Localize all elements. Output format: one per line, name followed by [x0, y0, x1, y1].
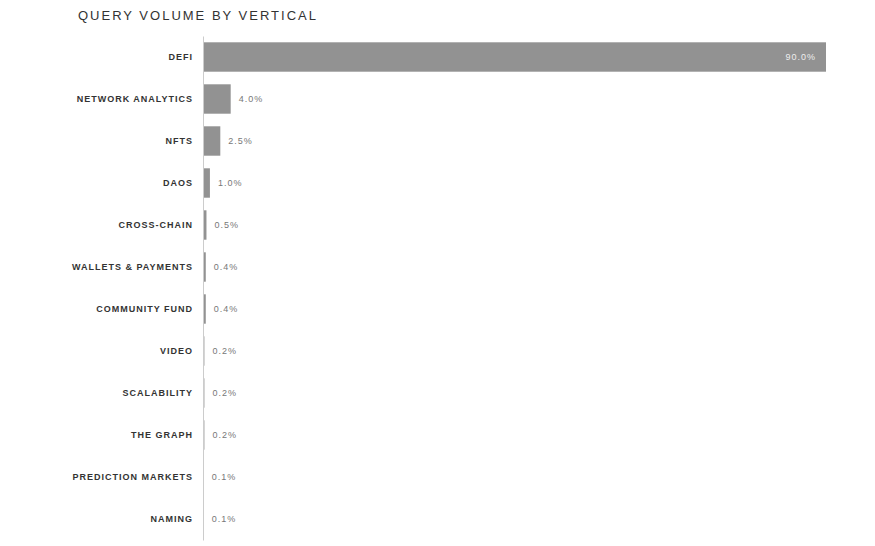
tick: VIDEO: [160, 346, 193, 356]
bar: [203, 168, 210, 197]
tick: NFTS: [166, 136, 194, 146]
bar: [203, 84, 231, 113]
data-label: 0.4%: [214, 262, 239, 272]
tick: COMMUNITY FUND: [96, 304, 193, 314]
data-label: 4.0%: [239, 94, 264, 104]
y-axis: DEFI NETWORK ANALYTICS NFTS DAOS CROSS-CHAIN…: [72, 37, 204, 541]
tick: DEFI: [168, 52, 193, 62]
tick-label: DEFI: [168, 52, 193, 62]
tick: NETWORK ANALYTICS: [77, 94, 193, 104]
data-label: 90.0%: [785, 52, 816, 62]
tick-label: NETWORK ANALYTICS: [77, 94, 193, 104]
data-label: 2.5%: [228, 136, 253, 146]
data-label: 0.2%: [212, 430, 237, 440]
tick-label: COMMUNITY FUND: [96, 304, 193, 314]
data-label: 1.0%: [218, 178, 243, 188]
data-label: 0.4%: [214, 304, 239, 314]
tick-label: CROSS-CHAIN: [118, 220, 193, 230]
tick-label: DAOS: [163, 178, 193, 188]
tick: DAOS: [163, 178, 193, 188]
bar: [203, 42, 826, 71]
data-label: 0.5%: [214, 220, 239, 230]
tick-label: THE GRAPH: [131, 430, 193, 440]
data-label: 0.1%: [212, 472, 237, 482]
tick: CROSS-CHAIN: [118, 220, 193, 230]
tick-label: NFTS: [166, 136, 194, 146]
tick: SCALABILITY: [123, 388, 194, 398]
chart: QUERY VOLUME BY VERTICAL DEFI NETWORK ANAL…: [0, 0, 875, 546]
tick-label: WALLETS & PAYMENTS: [72, 262, 193, 272]
axis-line: [203, 37, 204, 541]
tick: WALLETS & PAYMENTS: [72, 262, 193, 272]
bars: [203, 42, 826, 533]
tick-label: VIDEO: [160, 346, 193, 356]
tick: NAMING: [151, 514, 194, 524]
tick-label: NAMING: [151, 514, 194, 524]
tick-label: SCALABILITY: [123, 388, 194, 398]
tick: THE GRAPH: [131, 430, 193, 440]
data-label: 0.1%: [212, 514, 237, 524]
data-label: 0.2%: [212, 346, 237, 356]
title: QUERY VOLUME BY VERTICAL: [78, 8, 318, 23]
tick-label: PREDICTION MARKETS: [72, 472, 193, 482]
data-labels: 90.0% 4.0% 2.5% 1.0% 0.5% 0.4% 0.4% 0.2% 0.2% 0.2…: [212, 52, 816, 524]
data-label: 0.2%: [212, 388, 237, 398]
tick: PREDICTION MARKETS: [72, 472, 193, 482]
bar: [203, 126, 220, 155]
